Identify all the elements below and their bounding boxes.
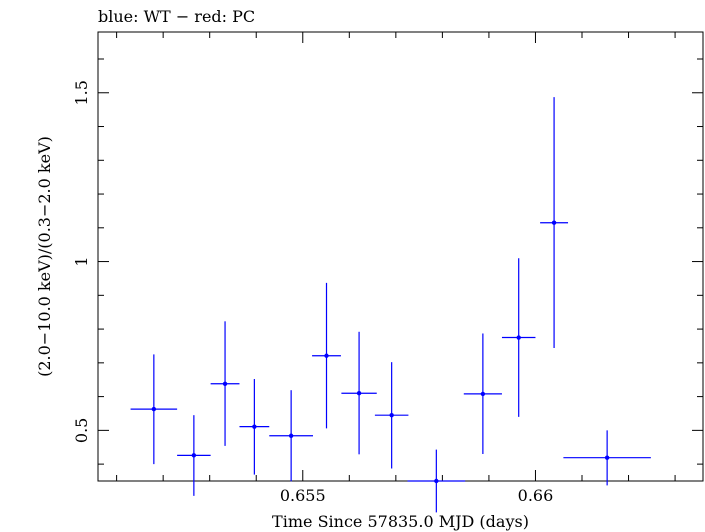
data-point bbox=[210, 321, 240, 446]
axis-tick-labels: 0.655 0.66 0.5 1 1.5 bbox=[72, 80, 553, 505]
x-tick-label: 0.66 bbox=[518, 486, 554, 505]
data-point bbox=[130, 354, 178, 465]
data-point bbox=[407, 449, 466, 513]
data-marker bbox=[551, 220, 557, 225]
data-marker bbox=[604, 455, 610, 460]
data-point bbox=[239, 379, 270, 475]
data-marker bbox=[516, 335, 521, 340]
data-point bbox=[269, 390, 314, 482]
axis-ticks bbox=[98, 32, 703, 481]
data-marker bbox=[356, 391, 362, 396]
data-marker bbox=[389, 412, 394, 418]
y-axis-label: (2.0−10.0 keV)/(0.3−2.0 keV) bbox=[35, 136, 54, 377]
data-marker bbox=[151, 406, 157, 412]
chart-title: blue: WT − red: PC bbox=[98, 7, 255, 26]
x-axis-label: Time Since 57835.0 MJD (days) bbox=[272, 512, 529, 531]
data-point bbox=[563, 430, 651, 486]
data-marker bbox=[434, 478, 439, 484]
data-marker bbox=[222, 381, 228, 386]
x-tick-label: 0.655 bbox=[280, 486, 326, 505]
data-point bbox=[177, 415, 211, 496]
y-tick-label: 1 bbox=[72, 256, 91, 266]
data-points bbox=[130, 97, 651, 513]
data-point bbox=[341, 331, 377, 455]
plot-frame bbox=[97, 31, 704, 482]
data-marker bbox=[288, 433, 294, 438]
data-point bbox=[540, 97, 569, 348]
y-tick-label: 0.5 bbox=[72, 418, 91, 443]
data-point bbox=[463, 333, 502, 454]
y-tick-label: 1.5 bbox=[72, 80, 91, 105]
data-marker bbox=[252, 424, 257, 429]
data-point bbox=[374, 362, 409, 469]
data-point bbox=[312, 282, 341, 429]
data-point bbox=[501, 258, 536, 417]
data-marker bbox=[480, 391, 486, 397]
data-marker bbox=[324, 353, 329, 358]
data-marker bbox=[191, 453, 197, 458]
